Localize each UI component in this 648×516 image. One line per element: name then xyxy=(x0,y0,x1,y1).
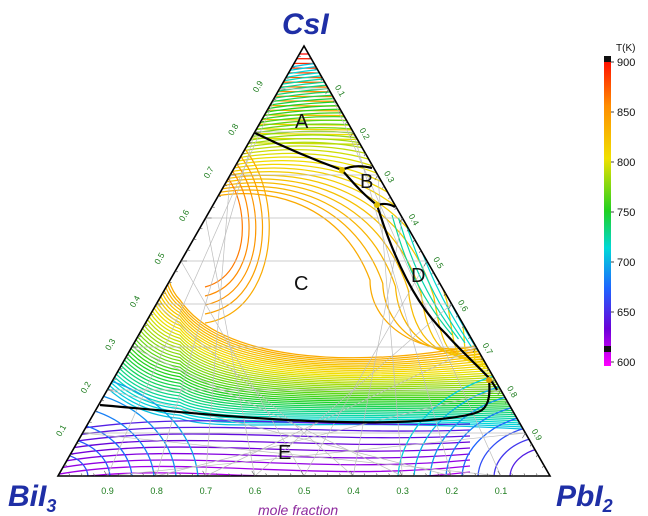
edge-tick xyxy=(413,240,415,243)
colorbar-tick-label: 850 xyxy=(617,107,635,119)
tick-label: 0.4 xyxy=(127,294,142,309)
tick-label: 0.4 xyxy=(407,212,422,227)
eutectic-point-ab xyxy=(339,167,345,173)
tick-label: 0.6 xyxy=(456,298,471,313)
isotherm xyxy=(164,199,484,359)
edge-tick xyxy=(389,197,391,200)
vertex-label-csi: CsI xyxy=(282,8,329,41)
tick-label: 0.6 xyxy=(177,208,192,223)
tick-label: 0.9 xyxy=(530,427,545,442)
isotherm xyxy=(120,159,533,389)
tick-label: 0.2 xyxy=(357,126,372,141)
isotherm xyxy=(494,438,534,476)
colorbar-gradient xyxy=(604,56,611,366)
isotherm xyxy=(98,138,557,405)
edge-tick xyxy=(522,433,525,438)
tick-label: 0.3 xyxy=(382,169,397,184)
isotherm xyxy=(0,63,648,64)
colorbar-tick-label: 900 xyxy=(617,57,635,69)
isotherm xyxy=(142,179,508,374)
region-label-c: C xyxy=(294,273,308,295)
edge-tick xyxy=(364,154,366,157)
tick-label: 0.8 xyxy=(226,122,241,137)
edge-tick xyxy=(536,455,538,458)
colorbar-tick-label: 800 xyxy=(617,157,635,169)
isotherm xyxy=(205,163,242,287)
tick-label: 0.2 xyxy=(446,486,459,496)
tick-label: 0.5 xyxy=(298,486,311,496)
vertex-label-pbi2: PbI2 xyxy=(556,480,613,516)
bottom-axis-ticks: 0.9 0.8 0.7 0.6 0.5 0.4 0.3 0.2 0.1 xyxy=(101,486,507,496)
region-label-d: D xyxy=(411,265,425,287)
edge-tick xyxy=(432,272,434,275)
isotherm xyxy=(418,227,478,351)
tick-label: 0.6 xyxy=(249,486,262,496)
edge-tick xyxy=(395,207,397,210)
tick-label: 0.7 xyxy=(480,341,495,356)
colorbar-top-cap xyxy=(604,56,611,62)
colorbar-title: T(K) xyxy=(616,43,635,54)
tick-label: 0.1 xyxy=(495,486,508,496)
isotherm xyxy=(186,179,492,358)
tick-label: 0.5 xyxy=(152,251,167,266)
edge-tick xyxy=(542,465,544,468)
tick-label: 0.2 xyxy=(78,380,93,395)
tick-label: 0.3 xyxy=(396,486,409,496)
colorbar-ticks: 900 850 800 750 700 650 600 xyxy=(611,57,635,369)
colorbar: T(K) 900 850 800 750 700 650 600 xyxy=(604,43,635,369)
region-label-b: B xyxy=(360,171,373,193)
colorbar-tick-label: 650 xyxy=(617,307,635,319)
isotherm xyxy=(40,472,470,484)
eutectic-point-bd xyxy=(374,202,380,208)
tick-label: 0.5 xyxy=(431,255,446,270)
colorbar-bottom-cap xyxy=(604,346,611,352)
axis-label-mole-fraction: mole fraction xyxy=(258,502,338,516)
isotherm xyxy=(0,77,648,79)
tick-label: 0.4 xyxy=(347,486,360,496)
isotherm-contours xyxy=(0,54,648,490)
left-axis-ticks: 0.1 0.2 0.3 0.4 0.5 0.6 0.7 0.8 0.9 xyxy=(54,79,266,438)
region-label-a: A xyxy=(295,111,309,133)
tick-label: 0.9 xyxy=(250,79,265,94)
tick-label: 0.8 xyxy=(150,486,163,496)
edge-tick xyxy=(530,444,532,447)
eutectic-point-d xyxy=(486,377,492,383)
tick-label: 0.9 xyxy=(101,486,114,496)
edge-tick xyxy=(346,121,348,124)
isotherm xyxy=(0,68,648,69)
colorbar-tick-label: 600 xyxy=(617,357,635,369)
isotherm xyxy=(205,127,269,323)
tick-label: 0.3 xyxy=(103,337,118,352)
tick-label: 0.7 xyxy=(201,165,216,180)
tick-label: 0.7 xyxy=(200,486,213,496)
edge-tick xyxy=(438,283,440,286)
region-label-e: E xyxy=(278,442,291,464)
tick-label: 0.1 xyxy=(54,423,69,438)
edge-tick xyxy=(419,250,421,253)
vertex-label-bii3: BiI3 xyxy=(8,480,56,516)
isotherm xyxy=(0,72,648,74)
isotherm xyxy=(510,449,539,476)
tick-label: 0.1 xyxy=(333,83,348,98)
colorbar-tick-label: 750 xyxy=(617,207,635,219)
tick-label: 0.8 xyxy=(505,384,520,399)
edge-tick xyxy=(382,186,384,189)
colorbar-tick-label: 700 xyxy=(617,257,635,269)
